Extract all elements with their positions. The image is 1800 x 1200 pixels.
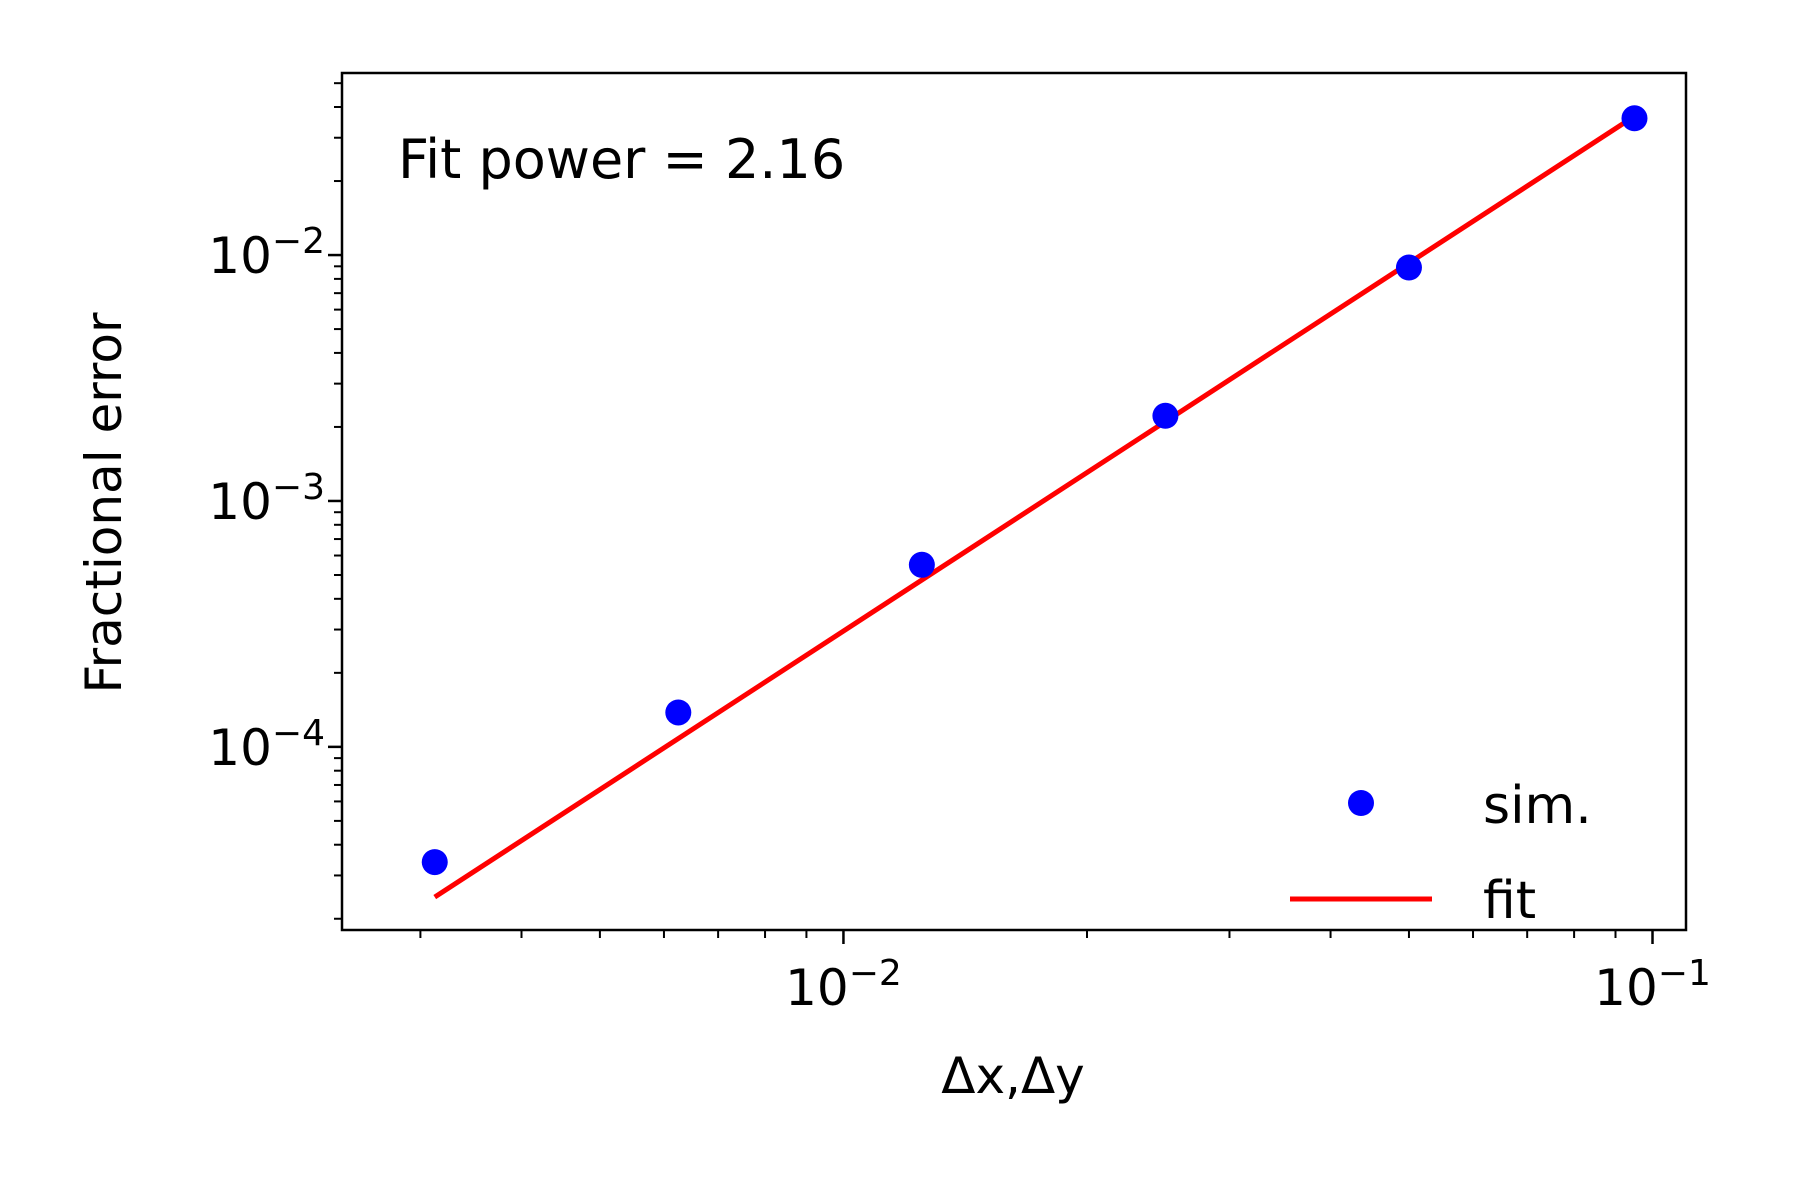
sim-data-point <box>1621 105 1648 132</box>
x-tick-label: 10−1 <box>1594 953 1711 1017</box>
sim-data-point <box>421 849 448 876</box>
y-axis-ticks: 10−4 10−3 10−2 <box>208 82 342 920</box>
x-axis-ticks: 10−2 10−1 <box>419 930 1711 1017</box>
sim-data-point <box>665 699 692 726</box>
y-tick-label: 10−2 <box>208 221 325 285</box>
legend-sim-label: sim. <box>1483 776 1592 836</box>
y-tick-label: 10−3 <box>208 467 325 531</box>
legend-fit-label: fit <box>1483 871 1536 931</box>
legend-sim-marker <box>1348 790 1374 816</box>
legend: sim. fit <box>1290 776 1592 931</box>
fit-power-annotation: Fit power = 2.16 <box>398 128 845 191</box>
sim-data-point <box>1395 254 1422 281</box>
x-axis-label: Δx,Δy <box>941 1047 1084 1105</box>
x-tick-label: 10−2 <box>785 953 902 1017</box>
fit-line <box>433 114 1636 900</box>
sim-data-point <box>1152 402 1179 429</box>
y-axis-label: Fractional error <box>75 312 133 693</box>
series-layer <box>421 105 1648 900</box>
y-tick-label: 10−4 <box>208 713 325 777</box>
sim-data-point <box>908 551 935 578</box>
